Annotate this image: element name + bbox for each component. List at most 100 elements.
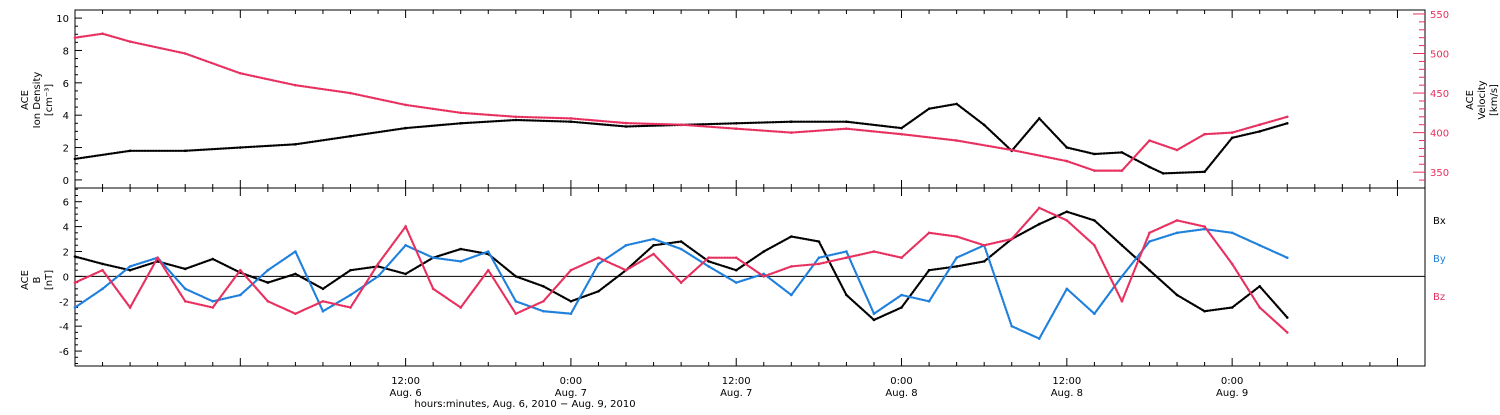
series-bx-point [1175, 293, 1179, 297]
series-by-point [431, 256, 435, 260]
top-right-y-tick-label: 500 [1430, 50, 1449, 61]
bottom-y-tick-label: 4 [63, 223, 69, 234]
bottom-y-tick-label: 6 [63, 198, 69, 209]
bottom-ylabel-line2: B [32, 276, 43, 283]
legend-bx: Bx [1433, 216, 1446, 227]
series-bz-point [707, 256, 710, 260]
series-bz-point [927, 231, 931, 235]
series-bz-point [486, 268, 490, 272]
series-bz-point [1258, 306, 1261, 309]
series-bx-point [1203, 309, 1206, 313]
series-by-point [872, 312, 876, 316]
series-bz-point [900, 256, 903, 260]
series-bz-point [790, 265, 793, 268]
series-bz-point [1120, 300, 1124, 303]
top-ylabel-line2: Ion Density [32, 72, 43, 129]
series-bx-point [955, 265, 958, 268]
series-ion-density-point [955, 102, 958, 106]
top-right-y-tick-label: 450 [1430, 89, 1449, 100]
series-by-point [679, 247, 683, 251]
series-ion-density-point [1065, 146, 1069, 149]
series-by-point [128, 265, 132, 268]
x-axis-title: hours:minutes, Aug. 6, 2010 − Aug. 9, 20… [414, 399, 635, 410]
series-velocity-point [1010, 148, 1014, 152]
series-ion-density-point [734, 122, 738, 125]
bottom-ylabel-line3: [nT] [44, 270, 55, 290]
series-bz-point [872, 250, 876, 253]
series-by-point [762, 272, 766, 276]
series-by-point [652, 237, 655, 241]
series-bx-point [734, 268, 738, 272]
series-bz-point [349, 306, 352, 309]
series-velocity-point [459, 111, 463, 115]
series-bx-point [1120, 244, 1124, 247]
series-bx-point [404, 272, 407, 276]
series-bx-point [1093, 219, 1096, 222]
series-by-point [707, 265, 710, 268]
top-left-y-tick-label: 10 [56, 14, 69, 25]
series-velocity-point [734, 127, 738, 130]
series-bx-point [652, 244, 655, 247]
series-bz-point [1203, 225, 1206, 228]
series-ion-density-point [1161, 172, 1165, 175]
x-tick-label-time: 0:00 [890, 376, 912, 387]
series-bz-point [376, 262, 380, 266]
series-bx-point [266, 281, 270, 284]
top-ylabel-line3: [cm⁻³] [44, 84, 55, 116]
x-tick-label-date: Aug. 8 [885, 388, 917, 399]
series-by-point [321, 309, 325, 313]
series-velocity [73, 32, 1289, 172]
series-by-point [459, 260, 463, 263]
series-by-point [569, 312, 573, 316]
series-velocity-point [514, 115, 518, 119]
series-by-point [514, 300, 518, 303]
top-left-y-tick-label: 8 [63, 46, 69, 57]
top-right-ylabel-line3: [km/s] [1489, 84, 1500, 116]
series-bx-point [211, 257, 215, 261]
series-by-point [376, 275, 380, 278]
series-velocity-point [845, 127, 848, 130]
series-bx-point [294, 272, 297, 276]
bottom-panel-frame [74, 187, 1426, 367]
series-bx-point [101, 262, 104, 266]
series-ion-density-point [294, 143, 297, 146]
series-ion-density-point [128, 149, 132, 153]
legend-bz: Bz [1433, 292, 1445, 303]
series-ion-density-point [183, 149, 187, 153]
top-right-ylabel-line2: Velocity [1477, 80, 1488, 119]
series-bx-point [1148, 268, 1151, 272]
series-ion-density-point [404, 126, 407, 130]
series-bz-point [294, 312, 297, 316]
series-by-point [1065, 287, 1069, 291]
series-bx-point [872, 318, 876, 322]
series-by-point [349, 293, 352, 297]
x-tick-label-time: 12:00 [722, 376, 751, 387]
series-velocity-point [1258, 123, 1261, 126]
series-ion-density-point [1037, 117, 1041, 120]
series-bz-point [459, 306, 463, 309]
series-bx-point [321, 287, 325, 291]
series-by-point [101, 287, 104, 291]
series-velocity-point [569, 117, 573, 120]
series-bx-point [845, 293, 848, 297]
series-velocity-point [955, 139, 958, 142]
series-by-point [1148, 240, 1151, 243]
series-ion-density-point [1093, 152, 1096, 156]
series-bz-point [597, 256, 600, 260]
series-bz-point [652, 252, 655, 256]
series-velocity-point [239, 72, 242, 75]
series-bx-point [569, 300, 573, 303]
series-bz-point [1230, 262, 1234, 266]
series-velocity-point [900, 132, 903, 136]
series-bz-point [239, 268, 242, 272]
series-by-point [294, 250, 297, 253]
series-by-point [624, 244, 628, 247]
series-bx-point [1065, 210, 1069, 213]
series-velocity-point [349, 91, 352, 95]
series-velocity-point [1285, 115, 1289, 119]
series-bx-point [1037, 222, 1041, 226]
series-bx-point [900, 306, 903, 309]
series-ion-density-point [1148, 165, 1151, 169]
series-bz-point [1093, 244, 1096, 247]
